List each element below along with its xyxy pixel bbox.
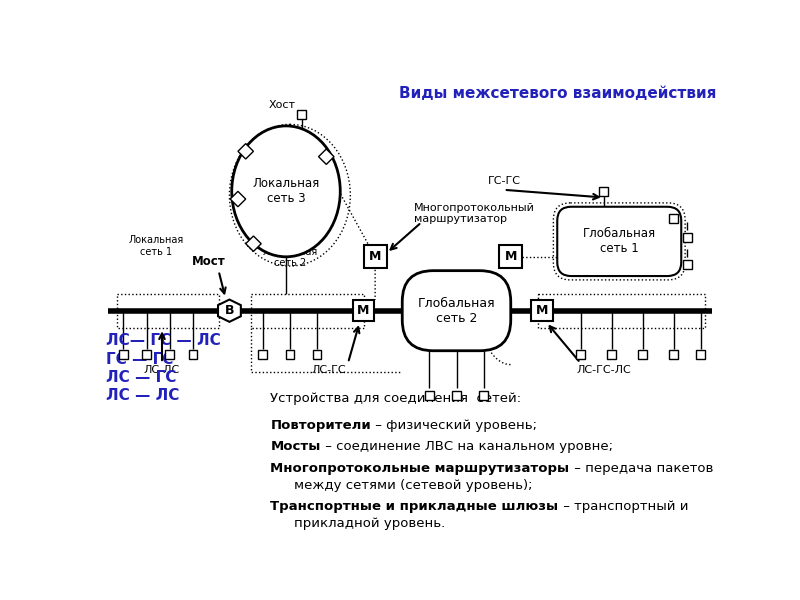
Text: Глобальная
сеть 1: Глобальная сеть 1 xyxy=(582,227,656,256)
Bar xyxy=(683,260,692,269)
Text: Локальная
сеть 4: Локальная сеть 4 xyxy=(599,247,654,268)
Bar xyxy=(452,391,461,400)
Polygon shape xyxy=(246,236,262,251)
Polygon shape xyxy=(318,149,334,164)
Bar xyxy=(479,391,488,400)
Bar xyxy=(251,294,363,328)
FancyBboxPatch shape xyxy=(402,271,510,351)
Text: ЛС-ГС-ЛС: ЛС-ГС-ЛС xyxy=(576,365,631,374)
Text: Локальная
сеть 2: Локальная сеть 2 xyxy=(262,247,318,268)
Bar xyxy=(696,350,705,359)
Bar xyxy=(189,350,198,359)
Text: между сетями (сетевой уровень);: между сетями (сетевой уровень); xyxy=(294,479,532,491)
Polygon shape xyxy=(218,299,241,322)
Text: – соединение ЛВС на канальном уровне;: – соединение ЛВС на канальном уровне; xyxy=(321,440,613,453)
Text: ГС — ГС: ГС — ГС xyxy=(106,352,174,367)
Text: ЛС— ГС — ЛС: ЛС— ГС — ЛС xyxy=(106,333,221,348)
Bar xyxy=(683,233,692,242)
Bar xyxy=(258,350,267,359)
Bar xyxy=(638,350,646,359)
Polygon shape xyxy=(230,191,246,207)
Bar xyxy=(166,350,174,359)
Text: М: М xyxy=(535,304,548,317)
Bar xyxy=(286,350,294,359)
Text: Хост: Хост xyxy=(269,100,296,110)
FancyBboxPatch shape xyxy=(558,207,682,276)
Text: Глобальная
сеть 2: Глобальная сеть 2 xyxy=(418,297,495,325)
Bar xyxy=(425,391,434,400)
Text: ЛС-ЛС: ЛС-ЛС xyxy=(144,365,180,374)
Text: ЛС — ЛС: ЛС — ЛС xyxy=(106,388,179,403)
Text: ГС-ГС: ГС-ГС xyxy=(487,176,521,186)
Text: ЛС-ГС: ЛС-ГС xyxy=(311,365,346,374)
Bar xyxy=(499,245,522,268)
Bar xyxy=(531,300,553,322)
Text: Виды межсетевого взаимодействия: Виды межсетевого взаимодействия xyxy=(398,86,716,101)
Text: – физический уровень;: – физический уровень; xyxy=(371,419,538,431)
Text: – транспортный и: – транспортный и xyxy=(558,500,688,513)
Text: М: М xyxy=(505,250,517,263)
Text: Локальная
сеть 3: Локальная сеть 3 xyxy=(252,178,320,205)
Text: Мост: Мост xyxy=(192,256,226,268)
Text: Многопротокольный
маршрутизатор: Многопротокольный маршрутизатор xyxy=(414,203,534,224)
Text: М: М xyxy=(369,250,382,263)
Bar xyxy=(142,350,150,359)
Text: М: М xyxy=(358,304,370,317)
Text: Устройства для соединения  сетей:: Устройства для соединения сетей: xyxy=(270,392,522,404)
Bar xyxy=(538,294,705,328)
Text: В: В xyxy=(225,304,234,317)
Bar xyxy=(607,350,616,359)
Bar xyxy=(670,214,678,223)
Bar xyxy=(363,245,386,268)
Polygon shape xyxy=(238,143,254,159)
Text: Локальная
сеть 1: Локальная сеть 1 xyxy=(128,235,183,257)
Ellipse shape xyxy=(232,126,340,257)
Text: Транспортные и прикладные шлюзы: Транспортные и прикладные шлюзы xyxy=(270,500,558,513)
Bar xyxy=(670,350,678,359)
Text: прикладной уровень.: прикладной уровень. xyxy=(294,517,445,530)
Text: ЛС — ГС: ЛС — ГС xyxy=(106,370,177,385)
Text: Повторители: Повторители xyxy=(270,419,371,431)
Bar xyxy=(298,110,306,119)
Text: – передача пакетов: – передача пакетов xyxy=(570,461,713,475)
Text: Многопротокольные маршрутизаторы: Многопротокольные маршрутизаторы xyxy=(270,461,570,475)
Bar xyxy=(576,350,585,359)
Bar xyxy=(599,187,608,196)
Bar xyxy=(117,294,219,328)
Text: Мосты: Мосты xyxy=(270,440,321,453)
Bar xyxy=(353,300,374,322)
Bar xyxy=(119,350,127,359)
Bar xyxy=(313,350,322,359)
